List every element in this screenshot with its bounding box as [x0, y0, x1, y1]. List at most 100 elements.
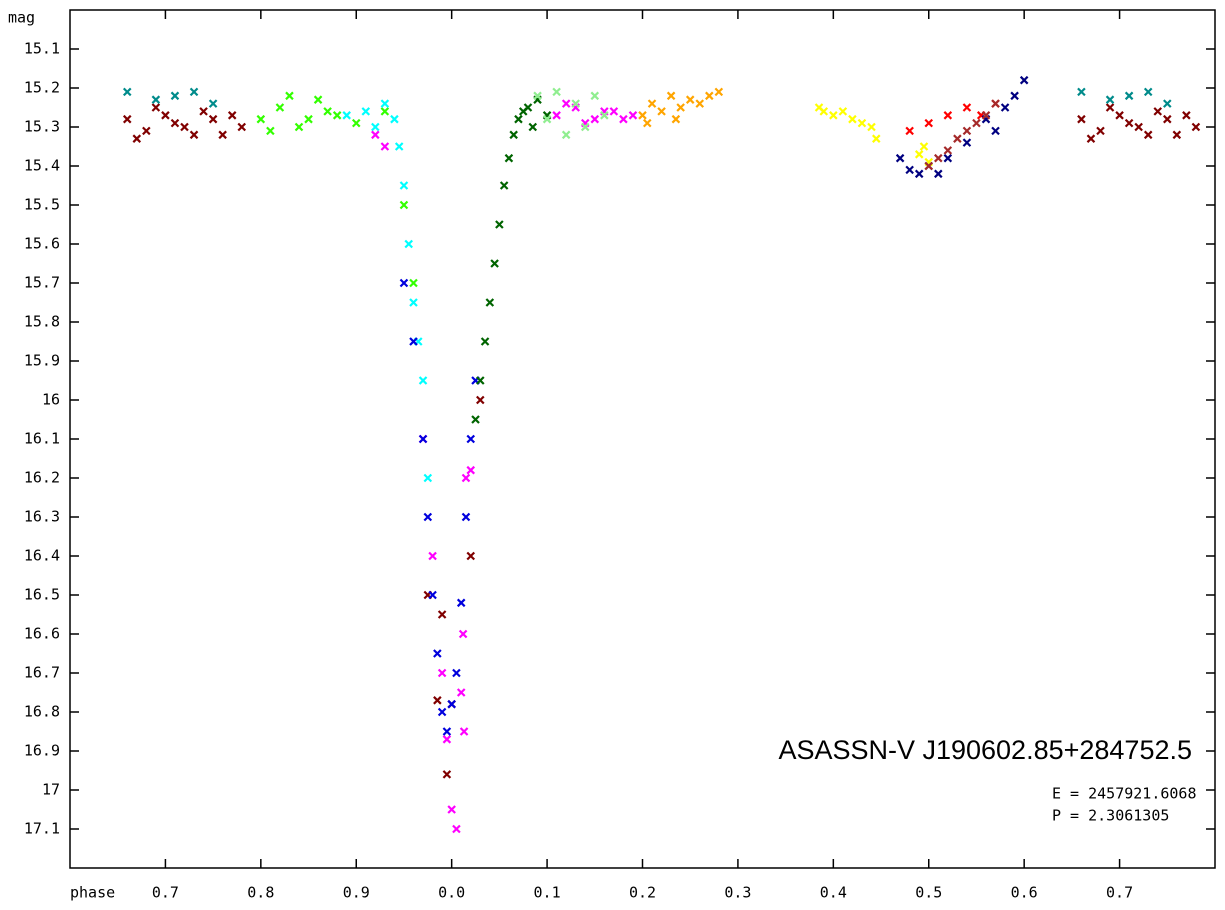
data-point [685, 95, 695, 104]
y-tick-label: 15.9 [24, 352, 60, 370]
data-point [962, 126, 972, 136]
data-point [523, 103, 533, 112]
data-point [1143, 87, 1153, 97]
data-point [237, 122, 247, 132]
data-point [275, 103, 285, 112]
data-point [371, 130, 380, 140]
data-point [459, 727, 469, 736]
y-tick-label: 15.8 [24, 313, 60, 331]
star-name: ASASSN-V J190602.85+284752.5 [778, 735, 1192, 765]
data-point [189, 130, 199, 140]
data-point [1105, 103, 1115, 112]
data-point [447, 699, 456, 709]
data-point [142, 126, 151, 136]
data-point [151, 95, 161, 104]
data-point [905, 165, 914, 175]
x-tick-label: 0.0 [438, 884, 465, 902]
data-point [1124, 91, 1134, 101]
data-point [456, 688, 466, 697]
x-tick-label: 0.4 [820, 884, 847, 902]
data-point [943, 111, 953, 120]
y-tick-label: 16.7 [24, 664, 60, 682]
data-point [695, 99, 705, 108]
data-point [571, 99, 580, 108]
data-point [619, 114, 628, 124]
data-point [466, 434, 476, 444]
data-point [504, 153, 514, 163]
data-point [122, 87, 132, 97]
data-point [390, 114, 399, 124]
data-point [1105, 95, 1115, 104]
y-tick-label: 15.4 [24, 157, 60, 175]
data-point [418, 376, 428, 385]
data-point [838, 107, 848, 116]
data-point [1134, 122, 1143, 132]
data-point [657, 107, 666, 116]
data-point [380, 99, 390, 108]
data-point [447, 805, 456, 814]
data-point [676, 103, 685, 112]
data-point [351, 118, 361, 128]
data-point [122, 114, 132, 124]
y-tick-label: 17 [42, 781, 60, 799]
data-point [590, 91, 600, 101]
data-point [256, 114, 266, 124]
data-point [1000, 103, 1010, 112]
data-point [323, 107, 332, 116]
data-point [1153, 107, 1163, 116]
data-point [914, 150, 924, 159]
x-tick-label: 0.1 [534, 884, 561, 902]
data-point [433, 649, 442, 658]
data-point [361, 107, 371, 116]
y-axis-label: mag [8, 9, 35, 27]
y-tick-label: 16.3 [24, 508, 60, 526]
data-point [456, 598, 466, 608]
epoch: E = 2457921.6068 [1052, 785, 1197, 803]
data-point [829, 111, 838, 120]
data-point [1096, 126, 1105, 136]
data-point [161, 111, 170, 120]
data-point [380, 142, 390, 151]
data-point [1115, 111, 1124, 120]
data-point [170, 118, 180, 128]
data-point [499, 181, 509, 190]
y-tick-label: 16.2 [24, 469, 60, 487]
x-tick-label: 0.8 [247, 884, 274, 902]
data-point [170, 91, 180, 101]
data-point [895, 153, 905, 163]
data-point [437, 707, 447, 717]
data-point [924, 161, 934, 171]
data-point [1010, 91, 1019, 101]
data-point [962, 138, 972, 147]
data-point [647, 99, 657, 108]
y-tick-label: 17.1 [24, 820, 60, 838]
data-point [132, 134, 142, 143]
data-point [423, 512, 433, 522]
y-tick-label: 15.5 [24, 196, 60, 214]
data-point [428, 590, 437, 600]
data-point [552, 111, 561, 120]
data-point [561, 99, 571, 108]
data-point [371, 122, 380, 132]
data-point [714, 87, 724, 97]
x-tick-label: 0.7 [1106, 884, 1133, 902]
x-tick-label: 0.3 [724, 884, 751, 902]
x-tick-label: 0.9 [343, 884, 370, 902]
data-point [442, 727, 452, 736]
data-point [1172, 130, 1182, 140]
data-point [628, 111, 638, 120]
data-point [1124, 118, 1134, 128]
data-point [461, 473, 471, 483]
y-tick-label: 16.9 [24, 742, 60, 760]
data-point [953, 134, 962, 143]
data-point [1077, 114, 1086, 124]
data-point [266, 126, 275, 136]
data-point [394, 142, 404, 151]
data-point [476, 395, 485, 405]
data-point [600, 111, 609, 120]
y-tick-label: 16.6 [24, 625, 60, 643]
data-point [638, 111, 647, 120]
data-point [208, 114, 218, 124]
